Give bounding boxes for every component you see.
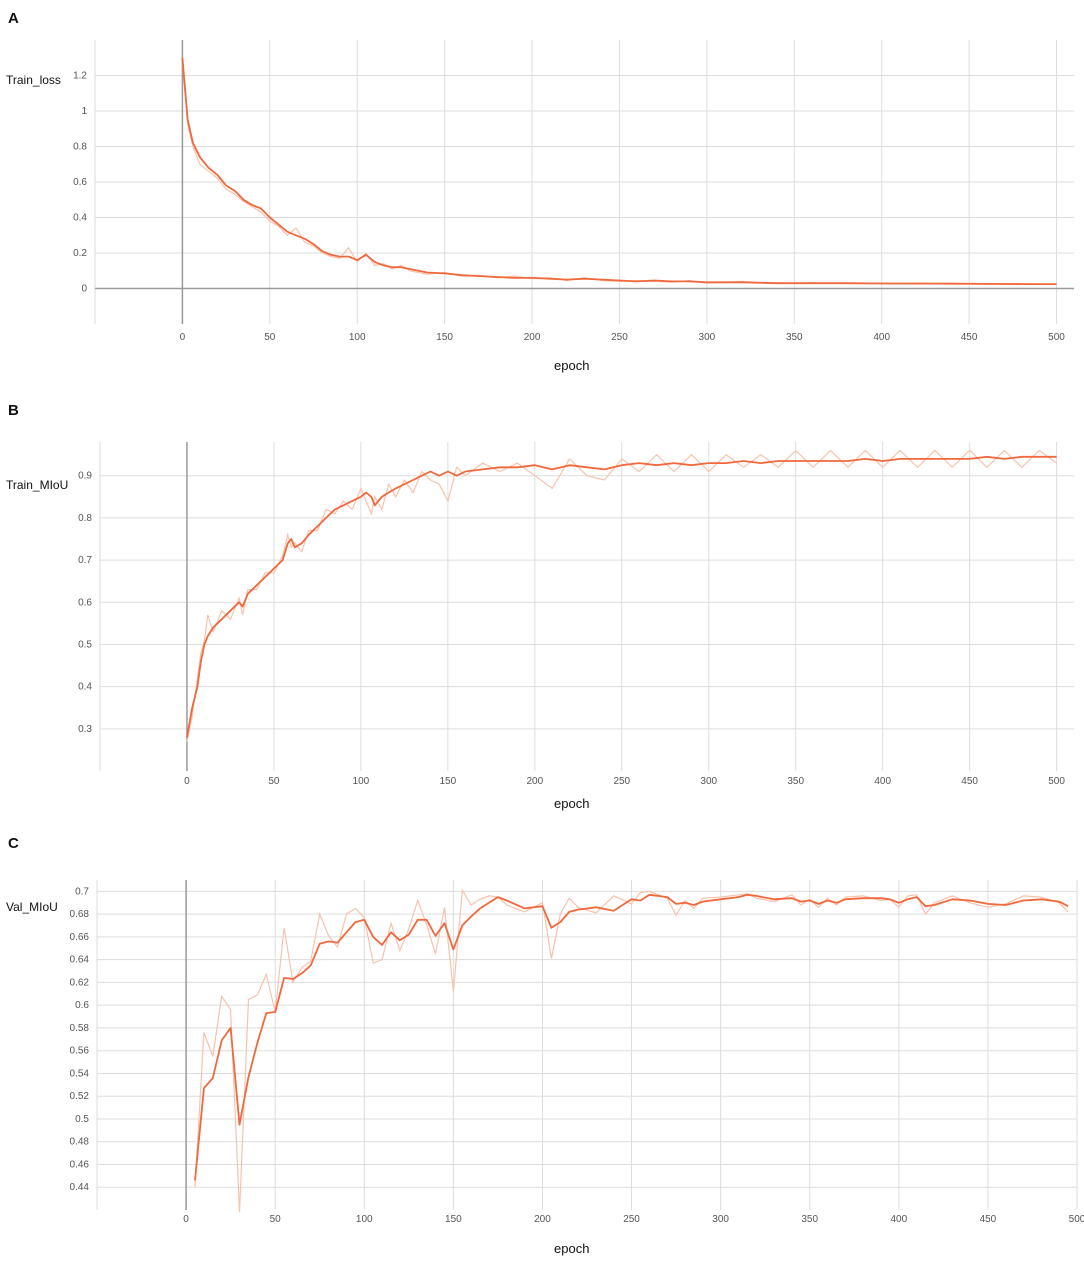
p2-xtick-label: 100	[353, 776, 370, 787]
p3-xtick-label: 100	[356, 1214, 373, 1225]
p1-xtick-label: 100	[349, 332, 366, 343]
p3-ytick-label: 0.44	[70, 1182, 90, 1193]
p1-ytick-label: 0	[81, 284, 87, 295]
p3-xtick-label: 0	[183, 1214, 189, 1225]
p3-ytick-label: 0.5	[75, 1114, 89, 1125]
p3-ytick-label: 0.7	[75, 886, 89, 897]
p2-smoothed-series-line	[186, 455, 1057, 738]
train-loss-chart: 0 50 100 150 200 250 300 350 400 450 500 0 0.2 0.4 0.6…	[73, 40, 1074, 343]
p3-xtick-label: 300	[712, 1214, 729, 1225]
p2-xtick-label: 50	[268, 776, 280, 787]
panel-a-letter: A	[8, 10, 19, 27]
p3-ytick-label: 0.66	[70, 932, 90, 943]
p1-xtick-label: 500	[1048, 332, 1065, 343]
p2-ytick-label: 0.3	[78, 724, 92, 735]
p1-xtick-label: 200	[524, 332, 541, 343]
p1-ytick-label: 0.6	[73, 177, 87, 188]
p2-xtick-label: 350	[787, 776, 804, 787]
panel-a-ylabel: Train_loss	[6, 73, 61, 87]
p1-xtick-label: 150	[436, 332, 453, 343]
p1-smoothed-series-line	[181, 57, 1057, 286]
p3-xtick-label: 150	[445, 1214, 462, 1225]
p1-xtick-label: 0	[180, 332, 186, 343]
p3-xtick-label: 50	[270, 1214, 282, 1225]
p2-xtick-label: 500	[1048, 776, 1065, 787]
p2-xtick-label: 250	[613, 776, 630, 787]
p2-xtick-label: 400	[874, 776, 891, 787]
p2-ytick-label: 0.5	[78, 639, 92, 650]
p3-ytick-label: 0.62	[70, 977, 90, 988]
p1-xtick-label: 250	[611, 332, 628, 343]
p3-ytick-label: 0.46	[70, 1159, 90, 1170]
p3-ytick-label: 0.58	[70, 1023, 90, 1034]
panel-b-letter: B	[8, 402, 19, 419]
panel-c-ylabel: Val_MIoU	[6, 900, 58, 914]
p2-ytick-label: 0.9	[78, 471, 92, 482]
p2-ytick-label: 0.8	[78, 513, 92, 524]
p3-ytick-label: 0.54	[70, 1068, 90, 1079]
p1-ytick-label: 0.4	[73, 213, 87, 224]
p1-ytick-label: 1.2	[73, 71, 87, 82]
p2-ytick-label: 0.7	[78, 555, 92, 566]
p2-xtick-label: 450	[961, 776, 978, 787]
p2-xtick-label: 150	[440, 776, 457, 787]
p3-xtick-label: 500	[1069, 1214, 1084, 1225]
p1-ytick-label: 0.8	[73, 142, 87, 153]
panel-c-letter: C	[8, 835, 19, 852]
panel-b-xlabel: epoch	[554, 796, 590, 811]
p2-ytick-label: 0.4	[78, 682, 92, 693]
p3-xtick-label: 250	[623, 1214, 640, 1225]
panel-b-ylabel: Train_MIoU	[6, 478, 69, 492]
p3-smoothed-series-line	[194, 893, 1069, 1181]
p1-xtick-label: 50	[264, 332, 276, 343]
p3-xtick-label: 200	[534, 1214, 551, 1225]
panel-c-xlabel: epoch	[554, 1241, 590, 1256]
panel-b: B Train_MIoU 0 50 100 150 200 250 300 350 400 450…	[6, 402, 1074, 811]
p3-xtick-label: 450	[980, 1214, 997, 1225]
p3-xtick-label: 400	[890, 1214, 907, 1225]
panel-a: A Train_loss 0 50 100 150 200 250 300 350 400 450…	[0, 0, 1084, 390]
panel-a-xlabel: epoch	[554, 358, 590, 373]
p1-xtick-label: 450	[961, 332, 978, 343]
p3-ytick-label: 0.6	[75, 1000, 89, 1011]
train-miou-chart: 0 50 100 150 200 250 300 350 400 450 500 0.3 0.4 0.5 0…	[78, 442, 1074, 787]
p2-ytick-label: 0.6	[78, 597, 92, 608]
p1-xtick-label: 300	[699, 332, 716, 343]
p3-ytick-label: 0.64	[70, 955, 90, 966]
p3-ytick-label: 0.52	[70, 1091, 90, 1102]
p2-xtick-label: 300	[700, 776, 717, 787]
p1-xtick-label: 350	[786, 332, 803, 343]
p2-xtick-label: 200	[526, 776, 543, 787]
p3-ytick-label: 0.56	[70, 1046, 90, 1057]
p3-ytick-label: 0.68	[70, 909, 90, 920]
p1-ytick-label: 1	[81, 106, 87, 117]
p1-ytick-label: 0.2	[73, 248, 87, 259]
p3-xtick-label: 350	[801, 1214, 818, 1225]
p1-xtick-label: 400	[873, 332, 890, 343]
p3-ytick-label: 0.48	[70, 1137, 90, 1148]
p2-xtick-label: 0	[184, 776, 190, 787]
